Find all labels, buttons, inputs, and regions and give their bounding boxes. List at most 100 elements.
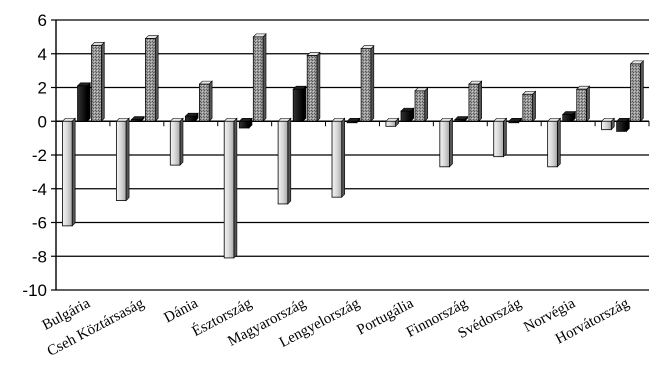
bar-front [77,85,88,122]
y-tick-label: -8 [32,247,47,266]
bar-front [414,90,426,122]
bar-side [86,82,91,122]
bar-front [198,83,210,122]
bar-side [100,41,105,122]
bar [198,80,213,122]
y-tick-label: 0 [38,112,47,131]
bar-front [62,120,73,227]
bar-side [287,117,292,205]
bar [508,117,523,124]
bar-front [493,120,504,158]
bar [360,44,375,122]
bar-side [503,117,507,158]
bar-side [316,51,321,122]
bar-front [522,93,533,122]
bar [400,107,415,122]
y-tick-label: -4 [32,180,47,199]
bar [115,117,130,202]
bar [493,117,508,158]
bar-front [576,88,587,122]
y-tick-label: 2 [38,79,47,98]
bar [600,117,615,131]
bar-side [208,80,213,122]
bar-side [125,117,130,202]
bar-front [131,119,142,122]
bar-front [346,120,358,124]
bar-front [385,120,397,127]
bar [629,60,645,122]
bar-front [91,44,102,122]
bar-side [424,87,429,122]
bars [61,33,645,259]
bar-side [262,33,267,122]
bar [61,117,76,227]
y-tick-label: -6 [32,214,47,233]
bar [169,117,184,166]
bar-side [370,44,375,122]
bar [277,117,292,205]
bar-front [223,120,235,259]
bar-front [400,110,412,122]
bar-front [616,120,627,132]
bar [144,34,159,122]
bar-side [179,117,184,166]
bar-front [252,36,264,122]
y-tick-label: 4 [38,45,47,64]
bar-side [557,117,561,168]
bar [468,80,483,122]
bar [522,90,537,122]
bar-front [238,120,250,129]
bar-front [454,119,466,122]
bar [292,85,307,122]
bar [562,110,577,122]
bar-front [630,63,641,122]
bar-side [341,117,346,198]
bar [331,117,346,198]
bar [546,117,562,168]
bar-front [292,88,304,122]
bar [414,87,429,122]
bar [76,82,91,122]
bar [238,117,253,129]
bar-side [302,85,307,122]
bar [130,115,145,122]
bar-front [145,38,156,122]
bar-side [449,117,453,168]
bar [385,117,400,128]
bar-front [360,48,372,122]
bar-side [640,60,644,122]
bar-side [532,90,536,122]
axes [51,19,650,291]
bar [576,85,591,122]
bar-front [331,120,343,198]
y-tick-label: -10 [22,281,47,300]
y-tick-label: -2 [32,146,47,165]
bar [252,33,267,122]
bar [184,112,199,122]
bar-front [277,120,289,205]
bar-front [508,120,519,124]
bar-side [586,85,590,122]
x-tick-label: Dánia [162,295,201,326]
bar-front [115,120,127,201]
bar [454,115,469,122]
bar-side [233,117,238,259]
bar-front [439,120,450,168]
bar [306,51,321,122]
bar-front [306,55,318,122]
bar-front [601,120,612,131]
y-tick-labels: 6 4 2 0 -2 -4 -6 -8 -10 [22,11,47,300]
bar-front [562,114,573,122]
bar [346,117,361,124]
bar [90,41,106,122]
bar-front [468,83,480,122]
bar-side [154,34,159,122]
bar [615,117,631,133]
x-tick-label: Cseh Köztársaság [45,295,147,360]
bar-front [184,115,196,122]
bar-front [547,120,558,168]
bar-side [478,80,482,122]
bar [223,117,238,259]
